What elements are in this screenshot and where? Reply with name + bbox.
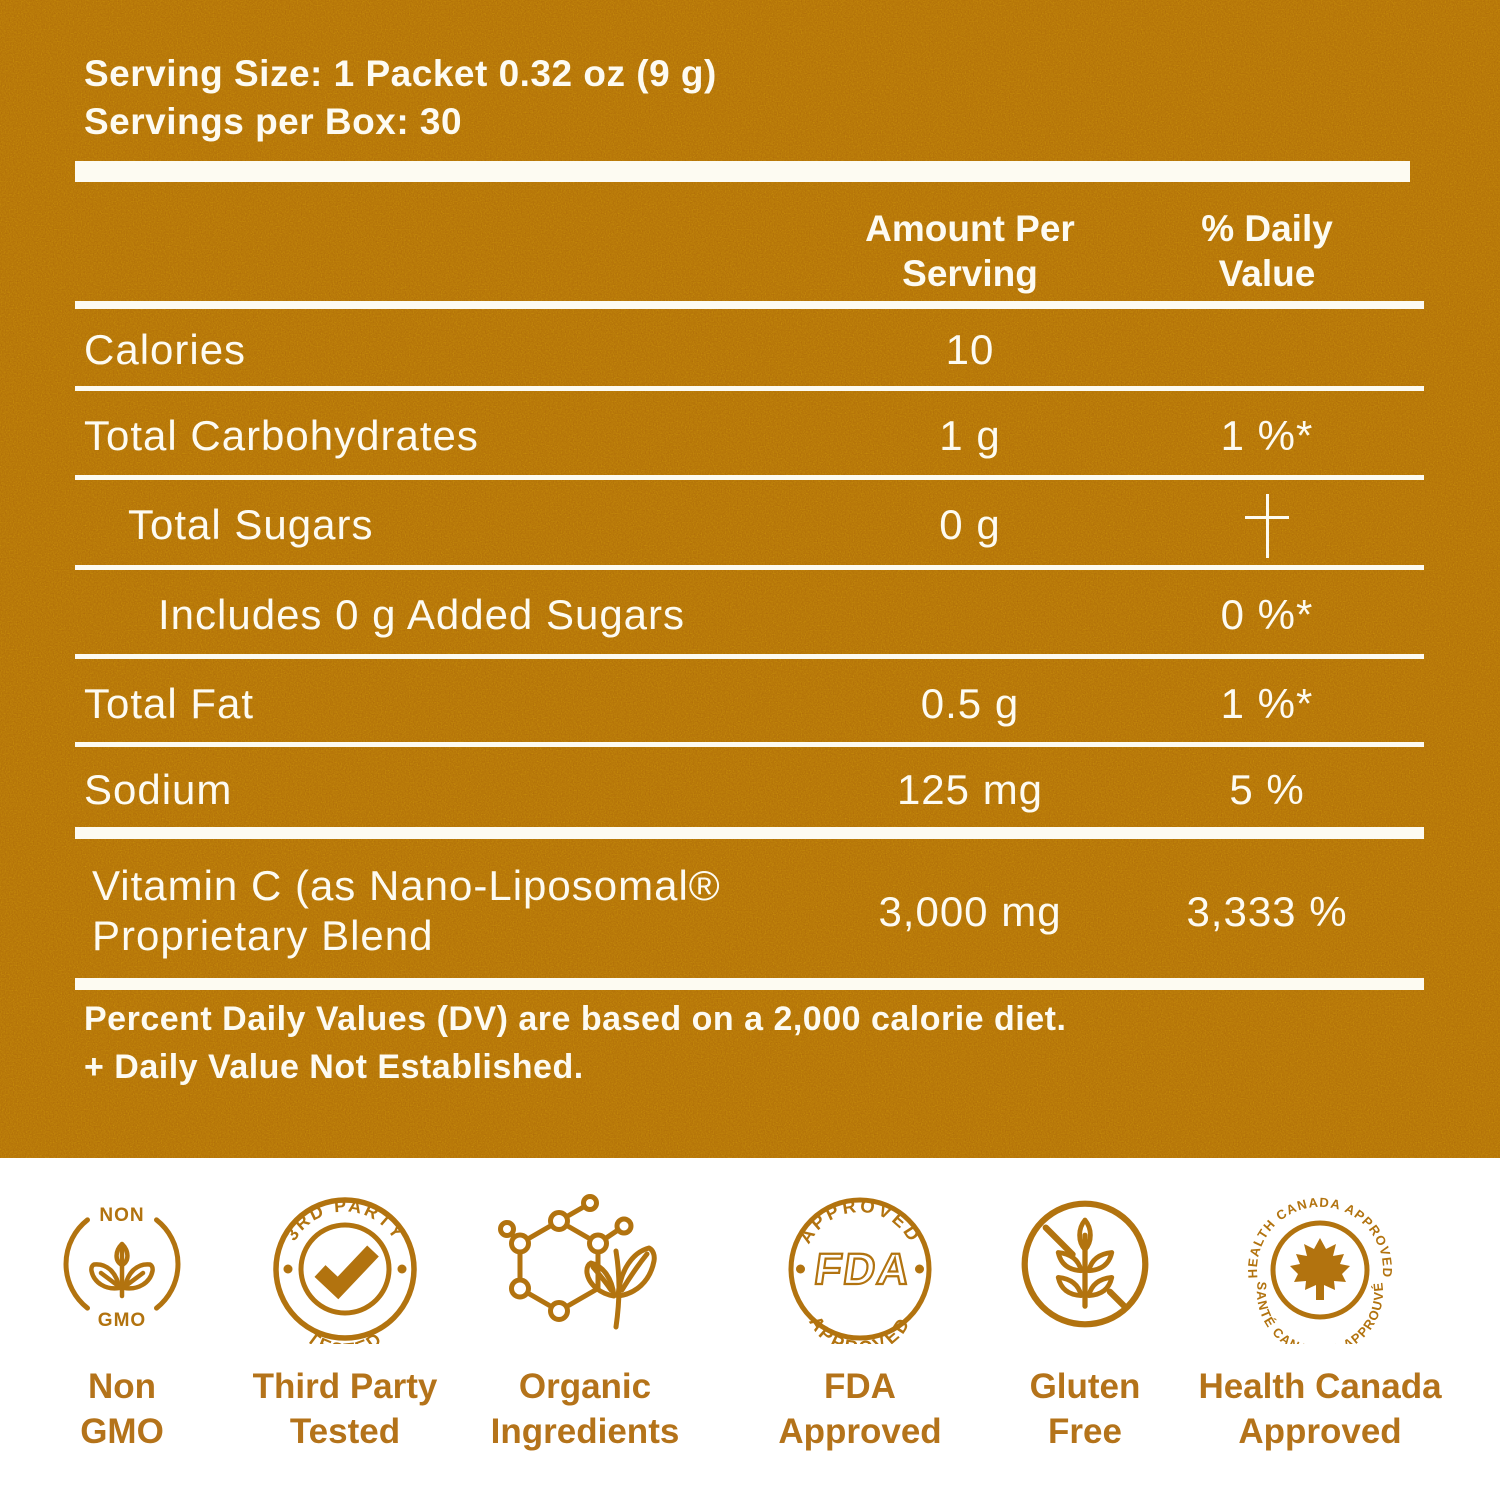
row-label-added-sugars: Includes 0 g Added Sugars xyxy=(158,591,686,638)
top-thick-bar xyxy=(75,161,1410,182)
slash-lower xyxy=(1106,1288,1129,1311)
gluten-free-icon xyxy=(1021,1200,1149,1328)
header-amount-line2: Serving xyxy=(902,253,1038,294)
row-label-sodium: Sodium xyxy=(84,766,233,813)
dagger-horizontal-stroke xyxy=(1245,516,1289,519)
amount-total-carbohydrates: 1 g xyxy=(939,412,1001,459)
svg-text:APPROVED: APPROVED xyxy=(805,1312,915,1344)
badge-label-fda-approved: FDA Approved xyxy=(778,1367,942,1451)
header-dv-line1: % Daily xyxy=(1201,208,1333,249)
non-text: NON xyxy=(99,1205,144,1226)
svg-text:APPROVED: APPROVED xyxy=(794,1195,926,1247)
badge-label-third-party-tested: Third Party Tested xyxy=(252,1367,438,1451)
third-party-tested-icon: 3RD PARTY TESTED xyxy=(273,1195,417,1344)
amount-vitamin-c: 3,000 mg xyxy=(878,888,1062,935)
dv-vitamin-c: 3,333 % xyxy=(1186,888,1348,935)
badge-label-health-canada-approved: Health Canada Approved xyxy=(1198,1367,1442,1451)
row-label-total-fat: Total Fat xyxy=(84,680,255,727)
row-rule-5 xyxy=(75,742,1424,747)
dagger-vertical-stroke xyxy=(1266,494,1269,558)
amount-total-sugars: 0 g xyxy=(939,501,1001,548)
badge-label-gluten-free: Gluten Free xyxy=(1029,1367,1141,1451)
header-amount-line1: Amount Per xyxy=(865,208,1075,249)
dv-total-fat: 1 %* xyxy=(1220,680,1314,727)
row-label-vitamin-c: Vitamin C (as Nano-Liposomal® Proprietar… xyxy=(92,861,721,961)
approved-bottom-arc-text: APPROVED xyxy=(805,1312,912,1344)
organic-ingredients-icon xyxy=(498,1194,657,1330)
svg-text:3RD PARTY: 3RD PARTY xyxy=(281,1195,409,1244)
amount-total-fat: 0.5 g xyxy=(920,680,1020,727)
amount-calories: 10 xyxy=(945,326,995,373)
dv-total-carbohydrates: 1 %* xyxy=(1220,412,1314,459)
badge-label-organic-ingredients: Organic Ingredients xyxy=(490,1367,680,1451)
non-gmo-icon: NON GMO xyxy=(63,1205,181,1331)
row-label-total-carbohydrates: Total Carbohydrates xyxy=(84,412,479,459)
footnote-line1: Percent Daily Values (DV) are based on a… xyxy=(84,1000,1067,1038)
health-canada-approved-icon: HEALTH CANADA APPROVED SANTÉ CANADA A AP… xyxy=(1245,1195,1394,1344)
checkmark xyxy=(314,1245,379,1300)
serving-size-line: Serving Size: 1 Packet 0.32 oz (9 g) xyxy=(84,53,717,94)
header-rule xyxy=(75,301,1424,309)
table-header-daily-value: % Daily Value xyxy=(1117,206,1417,296)
mid-thick-bar xyxy=(75,827,1424,839)
badge-label-non-gmo: Non GMO xyxy=(80,1367,164,1451)
row-rule-2 xyxy=(75,475,1424,480)
fda-outline-text: FDA xyxy=(811,1245,914,1294)
dv-sodium: 5 % xyxy=(1229,766,1305,813)
servings-per-box-line: Servings per Box: 30 xyxy=(84,101,463,142)
maple-leaf xyxy=(1290,1238,1350,1300)
row-rule-3 xyxy=(75,565,1424,570)
row-rule-1 xyxy=(75,386,1424,391)
slash-upper xyxy=(1042,1224,1076,1258)
fda-approved-icon: APPROVED APPROVED FDA xyxy=(788,1195,932,1344)
vitamin-c-label-line1: Vitamin C (as Nano-Liposomal® xyxy=(92,862,721,909)
serving-info: Serving Size: 1 Packet 0.32 oz (9 g) Ser… xyxy=(84,50,717,146)
row-rule-4 xyxy=(75,654,1424,659)
bottom-thick-bar xyxy=(75,978,1424,990)
approved-top-arc-text: APPROVED xyxy=(794,1195,923,1247)
table-header-amount-per-serving: Amount Per Serving xyxy=(795,206,1145,296)
facts-panel: Serving Size: 1 Packet 0.32 oz (9 g) Ser… xyxy=(0,0,1500,1158)
dv-added-sugars: 0 %* xyxy=(1220,591,1314,638)
vitamin-c-label-line2: Proprietary Blend xyxy=(92,912,434,959)
gmo-text: GMO xyxy=(98,1310,146,1331)
dagger-symbol xyxy=(1245,494,1289,558)
row-label-calories: Calories xyxy=(84,326,247,373)
footnote-line2: + Daily Value Not Established. xyxy=(84,1048,584,1086)
header-dv-line2: Value xyxy=(1218,253,1316,294)
amount-sodium: 125 mg xyxy=(896,766,1044,813)
sprout-bud xyxy=(114,1241,130,1268)
row-label-total-sugars: Total Sugars xyxy=(128,501,374,548)
third-party-arc-text: 3RD PARTY xyxy=(281,1195,406,1244)
